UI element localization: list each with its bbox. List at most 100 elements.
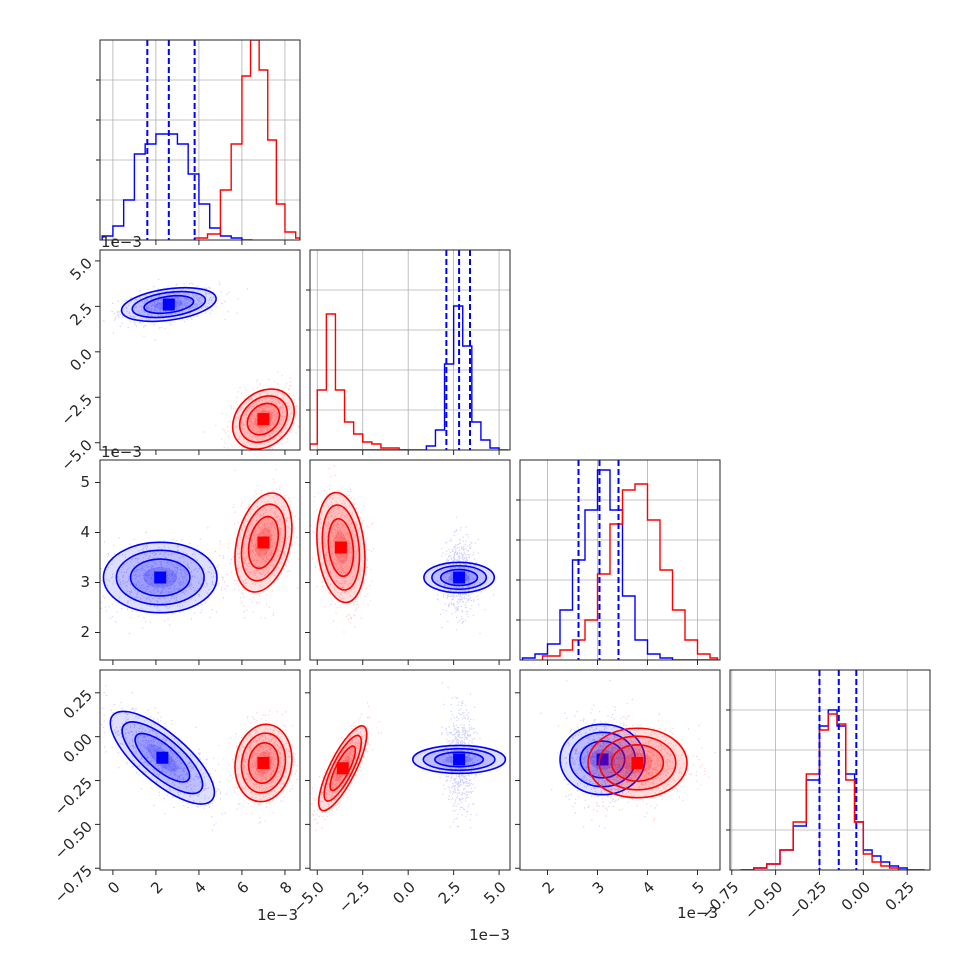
x-ticklabel-0-3: 6 <box>233 878 252 897</box>
blue-histogram-2 <box>521 469 718 660</box>
red-contour-3-2-0 <box>587 727 688 799</box>
blue-contour-2-0-2 <box>129 558 191 597</box>
blue-peak-1-0 <box>162 298 175 311</box>
hist-panel-0 <box>96 39 301 241</box>
blue-peak-2-0 <box>154 571 167 584</box>
x-ticklabel-0-0: 0 <box>104 878 123 897</box>
pair-frame-2-1 <box>309 459 511 661</box>
x-ticklabel-2-0: 2 <box>539 878 558 897</box>
x-ticklabel-1-3: 2.5 <box>435 878 465 908</box>
x-ticklabel-1-2: 0.0 <box>389 878 419 908</box>
pair-frame-3-0 <box>99 669 301 871</box>
red-peak-3-1 <box>336 762 349 775</box>
pair-panel-1-0 <box>99 249 301 451</box>
y-ticklabel-1-2: 0.0 <box>66 345 96 375</box>
red-peak-2-1 <box>334 541 347 554</box>
red-contour-3-1-0 <box>317 724 368 812</box>
red-histogram-0 <box>193 40 300 240</box>
y-ticklabel-2-0: 2 <box>80 623 90 641</box>
x-ticklabel-2-3: 5 <box>689 878 708 897</box>
red-contour-2-0-0 <box>234 492 293 593</box>
blue-contour-2-1-2 <box>439 568 479 587</box>
y-multiplier-row-1: 1e−3 <box>101 233 142 251</box>
blue-scatter-2-1 <box>436 516 495 635</box>
red-peak-3-0 <box>257 756 270 769</box>
y-ticklabel-3-3: 0.00 <box>60 730 96 766</box>
pair-panel-3-1 <box>309 669 511 871</box>
pair-frame-1-0 <box>99 249 301 451</box>
blue-contour-2-0-1 <box>115 549 205 606</box>
y-ticklabel-1-0: −5.0 <box>58 436 96 474</box>
blue-contour-2-0-0 <box>102 541 218 614</box>
red-contour-2-1-0 <box>316 491 366 604</box>
blue-contour-2-1-1 <box>431 564 488 591</box>
pair-panel-3-0 <box>99 669 301 871</box>
blue-contour-3-2-2 <box>579 740 626 779</box>
hist-frame-2 <box>519 459 721 661</box>
y-ticklabel-3-1: −0.50 <box>51 818 96 863</box>
red-histogram-1 <box>310 313 409 450</box>
x-ticklabel-3-3: 0.00 <box>838 878 874 914</box>
red-contour-2-1-2 <box>327 517 355 578</box>
y-ticklabel-3-2: −0.25 <box>51 774 96 819</box>
y-ticklabel-3-0: −0.75 <box>51 862 96 907</box>
red-scatter-3-1 <box>310 702 382 831</box>
red-peak-3-2 <box>631 756 644 769</box>
x-ticklabel-0-1: 2 <box>147 878 166 897</box>
red-contour-3-2-2 <box>610 744 665 782</box>
y-ticklabel-2-2: 4 <box>80 523 90 541</box>
red-contour-2-0-2 <box>247 515 280 570</box>
pair-panel-2-0 <box>99 459 301 661</box>
blue-scatter-3-1 <box>437 682 481 829</box>
x-ticklabel-3-1: −0.50 <box>741 878 786 923</box>
hist-panel-1 <box>306 249 511 451</box>
red-contour-1-0-0 <box>231 388 295 450</box>
x-multiplier-col-0: 1e−3 <box>257 906 298 924</box>
blue-contour-3-2-0 <box>559 723 646 796</box>
red-peak-1-0 <box>257 413 270 426</box>
hist-frame-0 <box>99 39 301 241</box>
blue-peak-3-1 <box>453 753 466 766</box>
x-ticklabel-2-2: 4 <box>639 878 658 897</box>
pair-frame-3-1 <box>309 669 511 871</box>
blue-histogram-0 <box>101 133 253 240</box>
x-ticklabel-3-4: 0.25 <box>882 878 918 914</box>
red-contour-1-0-2 <box>246 402 281 436</box>
red-scatter-3-2 <box>561 703 720 821</box>
x-ticklabel-0-2: 4 <box>190 878 209 897</box>
red-contour-3-2-1 <box>598 735 677 791</box>
x-ticklabel-2-1: 3 <box>589 878 608 897</box>
blue-contour-1-0-1 <box>131 290 207 319</box>
blue-contour-1-0-2 <box>143 294 195 315</box>
red-histogram-2 <box>541 483 719 660</box>
pair-frame-2-0 <box>99 459 301 661</box>
blue-scatter-1-0 <box>103 278 249 341</box>
blue-histogram-1 <box>317 305 509 450</box>
red-contour-3-1-2 <box>329 745 357 792</box>
hist-frame-3 <box>729 669 931 871</box>
y-ticklabel-1-3: 2.5 <box>66 300 96 330</box>
blue-contour-3-1-2 <box>434 751 485 768</box>
y-ticklabel-2-1: 3 <box>80 573 90 591</box>
red-contour-3-0-0 <box>234 723 293 803</box>
x-ticklabel-1-4: 5.0 <box>480 878 510 908</box>
blue-contour-3-0-0 <box>109 710 216 805</box>
y-ticklabel-3-4: 0.25 <box>60 686 96 722</box>
blue-contour-3-0-2 <box>134 732 191 783</box>
red-contour-3-1-1 <box>323 734 363 802</box>
y-ticklabel-1-1: −2.5 <box>58 391 96 429</box>
hist-panel-3 <box>726 669 931 871</box>
red-contour-3-0-2 <box>247 742 280 784</box>
x-ticklabel-3-2: −0.25 <box>785 878 830 923</box>
pair-panel-2-1 <box>309 459 511 661</box>
red-contour-3-0-1 <box>240 732 287 794</box>
pair-panel-3-2 <box>519 669 721 871</box>
hist-frame-1 <box>309 249 511 451</box>
red-histogram-3 <box>740 713 925 870</box>
blue-contour-2-1-0 <box>423 561 496 594</box>
y-ticklabel-2-3: 5 <box>80 473 90 491</box>
blue-contour-1-0-0 <box>120 286 217 323</box>
hist-panel-2 <box>516 459 721 661</box>
blue-peak-2-1 <box>453 571 466 584</box>
